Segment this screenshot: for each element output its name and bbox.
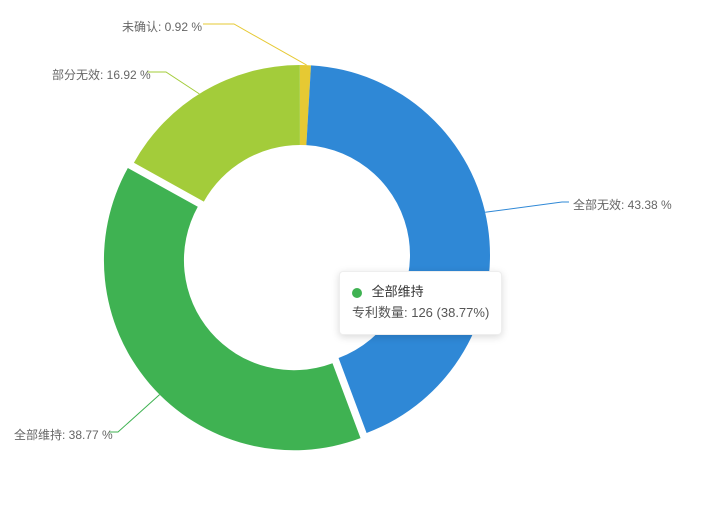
chart-tooltip: 全部维持 专利数量: 126 (38.77%) bbox=[339, 271, 502, 335]
leader-line bbox=[147, 72, 199, 94]
slice-label: 全部无效: 43.38 % bbox=[573, 196, 672, 213]
tooltip-value-line: 专利数量: 126 (38.77%) bbox=[352, 303, 489, 324]
leader-line bbox=[203, 24, 307, 65]
leader-line bbox=[109, 395, 160, 432]
tooltip-series-dot bbox=[352, 288, 362, 298]
leader-line bbox=[485, 202, 569, 212]
slice-label: 全部维持: 38.77 % bbox=[14, 426, 113, 443]
donut-slice[interactable] bbox=[134, 65, 300, 202]
donut-chart-container: 全部维持 专利数量: 126 (38.77%) 未确认: 0.92 % 全部无效:… bbox=[0, 0, 715, 510]
slice-label: 未确认: 0.92 % bbox=[122, 18, 202, 35]
donut-slice[interactable] bbox=[104, 168, 361, 450]
slice-label: 部分无效: 16.92 % bbox=[52, 66, 151, 83]
tooltip-series-title: 全部维持 bbox=[372, 284, 424, 299]
